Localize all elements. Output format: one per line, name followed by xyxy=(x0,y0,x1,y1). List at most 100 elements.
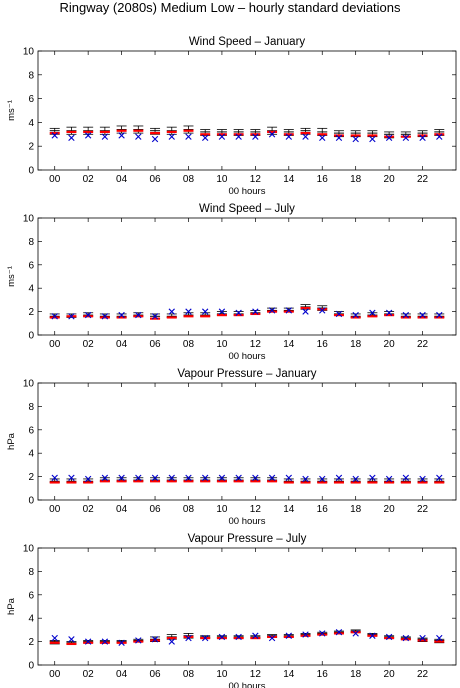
x-stroke-b xyxy=(84,132,92,139)
observed-x-marker xyxy=(101,474,109,481)
x-axis-label: 00 hours xyxy=(229,186,266,197)
x-tick-label: 02 xyxy=(83,174,95,185)
observed-x-marker xyxy=(84,638,92,645)
y-tick-label: 10 xyxy=(23,544,35,555)
x-tick-label: 20 xyxy=(384,174,396,185)
figure-title: Ringway (2080s) Medium Low – hourly stan… xyxy=(59,0,401,15)
x-stroke-b xyxy=(285,474,292,481)
x-stroke-b xyxy=(202,308,209,315)
x-stroke-b xyxy=(285,307,292,314)
observed-x-marker xyxy=(419,311,426,319)
observed-x-marker xyxy=(84,311,92,319)
x-stroke-b xyxy=(168,474,175,481)
observed-x-marker xyxy=(302,475,309,483)
x-stroke-b xyxy=(118,311,125,319)
chart-title: Wind Speed – January xyxy=(189,36,306,48)
x-tick-label: 14 xyxy=(283,504,295,515)
observed-x-marker xyxy=(352,630,359,637)
y-tick-label: 6 xyxy=(28,590,34,601)
x-stroke-b xyxy=(385,633,393,641)
model-mean-errorbar xyxy=(183,125,194,134)
x-stroke-b xyxy=(51,634,58,642)
model-mean-errorbar xyxy=(166,126,177,135)
x-stroke-b xyxy=(419,311,426,319)
observed-x-marker xyxy=(419,634,426,642)
x-stroke-b xyxy=(235,633,242,641)
x-stroke-b xyxy=(235,474,242,481)
observed-x-marker xyxy=(352,475,359,483)
x-tick-label: 18 xyxy=(350,339,362,350)
x-tick-label: 08 xyxy=(183,339,195,350)
y-tick-label: 10 xyxy=(23,47,35,58)
observed-x-marker xyxy=(68,636,75,643)
model-mean-errorbar xyxy=(267,126,278,135)
x-tick-label: 14 xyxy=(283,669,295,680)
observed-x-marker xyxy=(185,634,192,642)
x-stroke-b xyxy=(218,308,226,315)
observed-x-marker xyxy=(385,633,393,641)
observed-x-marker xyxy=(202,134,209,142)
x-tick-label: 00 xyxy=(49,339,61,350)
plot-frame xyxy=(37,382,457,501)
observed-x-marker xyxy=(218,308,226,315)
observed-x-marker xyxy=(335,310,343,318)
model-mean-errorbar xyxy=(83,126,94,135)
x-tick-label: 18 xyxy=(350,504,362,515)
observed-x-marker xyxy=(185,133,192,140)
y-tick-label: 4 xyxy=(28,614,34,625)
chart-title: Vapour Pressure – July xyxy=(188,533,307,545)
observed-x-marker xyxy=(402,134,410,142)
observed-x-marker xyxy=(202,308,209,315)
y-tick-label: 0 xyxy=(28,166,34,177)
x-tick-label: 22 xyxy=(417,504,429,515)
x-stroke-b xyxy=(101,133,109,140)
x-stroke-b xyxy=(84,311,92,319)
x-stroke-b xyxy=(252,474,259,481)
observed-x-marker xyxy=(402,474,410,481)
observed-x-marker xyxy=(402,634,410,642)
observed-x-marker xyxy=(268,634,276,642)
plot-frame xyxy=(37,547,457,666)
x-stroke-b xyxy=(419,634,426,642)
observed-x-marker xyxy=(185,474,192,481)
y-axis-label: hPa xyxy=(6,597,17,615)
x-tick-label: 20 xyxy=(384,669,396,680)
observed-x-marker xyxy=(135,637,142,644)
chart-title: Vapour Pressure – January xyxy=(177,368,316,380)
x-stroke-b xyxy=(302,631,309,638)
x-stroke-b xyxy=(302,308,309,315)
observed-x-marker xyxy=(168,308,175,315)
model-mean-errorbar xyxy=(99,126,110,135)
x-tick-label: 12 xyxy=(250,669,262,680)
x-stroke-b xyxy=(402,134,410,142)
observed-x-marker xyxy=(235,474,242,481)
observed-x-marker xyxy=(268,131,276,138)
y-tick-label: 0 xyxy=(28,496,34,507)
plot-frame xyxy=(37,50,457,171)
x-stroke-b xyxy=(352,135,359,143)
observed-x-marker xyxy=(101,133,109,140)
x-tick-label: 16 xyxy=(317,339,329,350)
x-tick-label: 14 xyxy=(283,174,295,185)
x-tick-label: 22 xyxy=(417,669,429,680)
observed-x-marker xyxy=(135,474,142,481)
x-stroke-b xyxy=(335,629,343,636)
x-tick-label: 16 xyxy=(317,174,329,185)
model-mean-errorbar xyxy=(133,125,144,134)
x-tick-label: 20 xyxy=(384,339,396,350)
observed-x-marker xyxy=(285,632,292,639)
observed-x-marker xyxy=(118,639,125,646)
y-tick-label: 8 xyxy=(28,237,34,248)
x-tick-label: 10 xyxy=(216,339,228,350)
x-stroke-b xyxy=(135,133,142,140)
observed-x-marker xyxy=(168,474,175,481)
x-stroke-b xyxy=(118,474,125,481)
x-stroke-b xyxy=(51,132,58,139)
x-stroke-b xyxy=(252,632,259,639)
y-axis-label: ms⁻¹ xyxy=(6,100,17,121)
x-tick-label: 12 xyxy=(250,504,262,515)
x-stroke-b xyxy=(352,630,359,637)
observed-x-marker xyxy=(268,307,276,314)
observed-x-marker xyxy=(168,638,175,645)
